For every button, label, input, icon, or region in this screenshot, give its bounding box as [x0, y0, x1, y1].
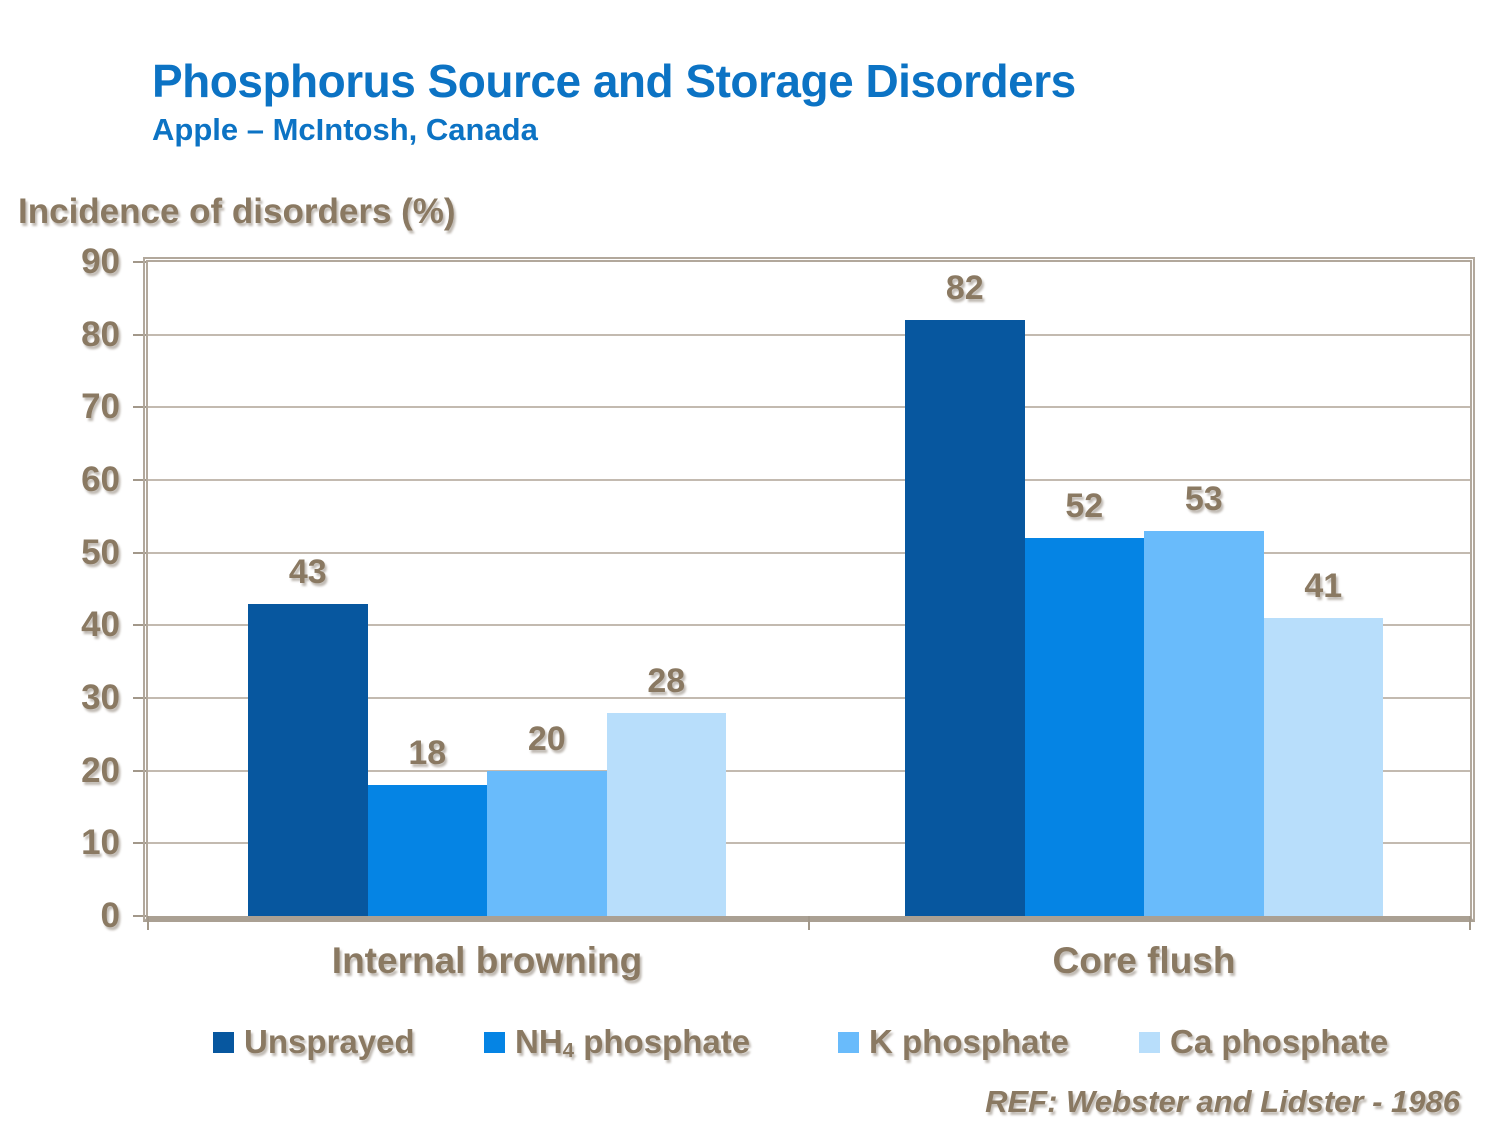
- bar-value-label: 53: [1184, 479, 1223, 518]
- y-tick-mark: [133, 697, 148, 699]
- y-axis-title: Incidence of disorders (%): [18, 192, 456, 231]
- gridline: [148, 842, 1470, 845]
- y-axis-tick-label: 50: [81, 532, 120, 572]
- y-tick-mark: [133, 842, 148, 845]
- legend-swatch: [213, 1031, 234, 1053]
- bar-value-label: 28: [647, 661, 686, 700]
- legend-item-k-phosphate: K phosphate: [838, 1016, 1069, 1068]
- gridline: [148, 551, 1470, 554]
- y-axis-tick-label: 90: [81, 242, 120, 281]
- y-tick-mark: [133, 769, 148, 772]
- y-axis-tick-label: 20: [81, 750, 120, 790]
- y-axis-tick-label: 60: [81, 460, 120, 499]
- y-axis-tick-label: 80: [81, 314, 120, 354]
- gridline: [148, 406, 1470, 409]
- legend-swatch: [1139, 1031, 1160, 1053]
- slide-subtitle: Apple – McIntosh, Canada: [152, 112, 538, 147]
- legend-label: Unsprayed: [244, 1023, 415, 1060]
- legend-swatch: [484, 1031, 505, 1053]
- legend: Unsprayed NH4 phosphate K phosphate Ca phos…: [0, 1016, 1500, 1070]
- legend-label: NH4 phosphate: [515, 1023, 751, 1062]
- bar-unsprayed-core-flush: [905, 320, 1025, 916]
- y-tick-mark: [133, 406, 148, 409]
- legend-label: K phosphate: [869, 1023, 1069, 1060]
- bar-k-phosphate-core-flush: [1144, 530, 1264, 916]
- y-tick-mark: [133, 261, 148, 263]
- bar-ca-phosphate-core-flush: [1263, 618, 1383, 916]
- bar-value-label: 43: [288, 552, 327, 591]
- bar-nh4-phosphate-internal-browning: [367, 785, 487, 916]
- bar-value-label: 41: [1304, 567, 1343, 606]
- slide-title: Phosphorus Source and Storage Disorders: [152, 55, 1076, 107]
- legend-item-unsprayed: Unsprayed: [213, 1016, 415, 1068]
- gridline: [148, 333, 1470, 336]
- bar-unsprayed-internal-browning: [248, 603, 368, 916]
- bar-value-label: 82: [945, 269, 984, 308]
- legend-item-ca-phosphate: Ca phosphate: [1139, 1016, 1388, 1068]
- x-axis-tick-mark: [808, 916, 810, 930]
- reference-citation: REF: Webster and Lidster - 1986: [985, 1084, 1460, 1119]
- y-tick-mark: [133, 915, 148, 917]
- bar-value-label: 18: [408, 734, 447, 773]
- bar-k-phosphate-internal-browning: [487, 770, 607, 916]
- y-tick-mark: [133, 624, 148, 627]
- y-tick-mark: [133, 479, 148, 481]
- category-label-core-flush: Core flush: [1052, 940, 1236, 981]
- bar-value-label: 52: [1065, 487, 1104, 526]
- category-label-internal-browning: Internal browning: [331, 940, 643, 981]
- bar-ca-phosphate-internal-browning: [606, 712, 726, 916]
- subscript: 4: [562, 1038, 575, 1062]
- gridline: [148, 769, 1470, 772]
- legend-item-nh4-phosphate: NH4 phosphate: [484, 1016, 750, 1068]
- legend-swatch: [838, 1031, 859, 1053]
- y-axis-tick-label: 30: [81, 678, 120, 717]
- y-axis-tick-label: 70: [81, 387, 120, 427]
- y-axis: 0 10 20 30 40 50 60 70 80 90: [0, 242, 148, 935]
- x-axis-tick-mark: [1469, 916, 1471, 930]
- gridline: [148, 697, 1470, 699]
- y-tick-mark: [133, 333, 148, 336]
- y-axis-tick-label: 10: [81, 823, 120, 863]
- gridline: [148, 479, 1470, 481]
- bar-nh4-phosphate-core-flush: [1024, 538, 1144, 916]
- y-axis-tick-label: 0: [100, 896, 120, 935]
- legend-label: Ca phosphate: [1170, 1023, 1389, 1060]
- bar-value-label: 20: [527, 719, 566, 758]
- x-axis-tick-mark: [147, 916, 149, 930]
- y-tick-mark: [133, 551, 148, 554]
- y-axis-tick-label: 40: [81, 605, 120, 645]
- gridline: [148, 624, 1470, 627]
- plot-area: 43 18 20 28 Internal browning 82 52 53 41 Core fl…: [143, 257, 1475, 981]
